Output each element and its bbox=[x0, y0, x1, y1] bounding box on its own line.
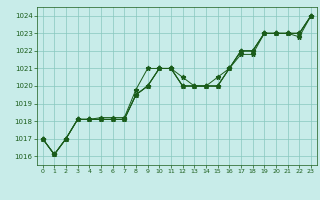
Text: Graphe pression niveau de la mer (hPa): Graphe pression niveau de la mer (hPa) bbox=[65, 184, 255, 193]
